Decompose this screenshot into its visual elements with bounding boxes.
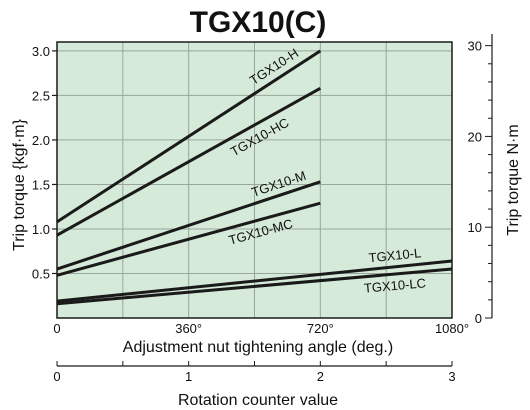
x-axis-label: Adjustment nut tightening angle (deg.) — [123, 339, 393, 356]
x-tick-label: 360° — [175, 321, 202, 336]
series-line — [56, 259, 453, 303]
series-label: TGX10-LC — [363, 275, 426, 295]
y-tick-label: 1.5 — [32, 177, 50, 192]
y-tick-label: 3.0 — [32, 44, 50, 59]
series-label: TGX10-L — [368, 245, 422, 265]
series-line — [56, 49, 322, 224]
y-tick-label: 0.5 — [32, 266, 50, 281]
y-tick-label: 2.5 — [32, 88, 50, 103]
y-right-tick-label: 0 — [475, 311, 482, 326]
secondary-x-axis: 0 1 2 3 — [53, 361, 456, 384]
x-tick-label: 0 — [53, 321, 60, 336]
y-axis-right-label: Trip torque N·m — [505, 124, 522, 235]
series-line — [56, 86, 322, 237]
secondary-x-tick-label: 0 — [53, 369, 60, 384]
y-axis-right: 0 10 20 30 — [468, 34, 493, 326]
x-tick-label: 720° — [307, 321, 334, 336]
series-line — [56, 267, 453, 306]
secondary-x-tick-label: 3 — [448, 369, 455, 384]
secondary-x-axis-label: Rotation counter value — [178, 392, 338, 409]
x-tick-label: 1080° — [435, 321, 469, 336]
y-axis-left: 0.5 1.0 1.5 2.0 2.5 3.0 — [32, 44, 57, 281]
y-axis-left-label: Trip torque {kgf·m} — [11, 118, 28, 251]
series-line — [56, 180, 321, 271]
y-tick-label: 2.0 — [32, 133, 50, 148]
y-right-tick-label: 10 — [468, 220, 482, 235]
secondary-x-tick-label: 2 — [317, 369, 324, 384]
x-axis: 0 360° 720° 1080° — [53, 321, 469, 336]
plot-frame — [56, 41, 453, 319]
chart-title: TGX10(C) — [190, 6, 327, 39]
secondary-x-tick-label: 1 — [185, 369, 192, 384]
y-tick-label: 1.0 — [32, 222, 50, 237]
y-right-tick-label: 20 — [468, 129, 482, 144]
y-right-tick-label: 30 — [468, 39, 482, 54]
series-line — [56, 201, 321, 277]
